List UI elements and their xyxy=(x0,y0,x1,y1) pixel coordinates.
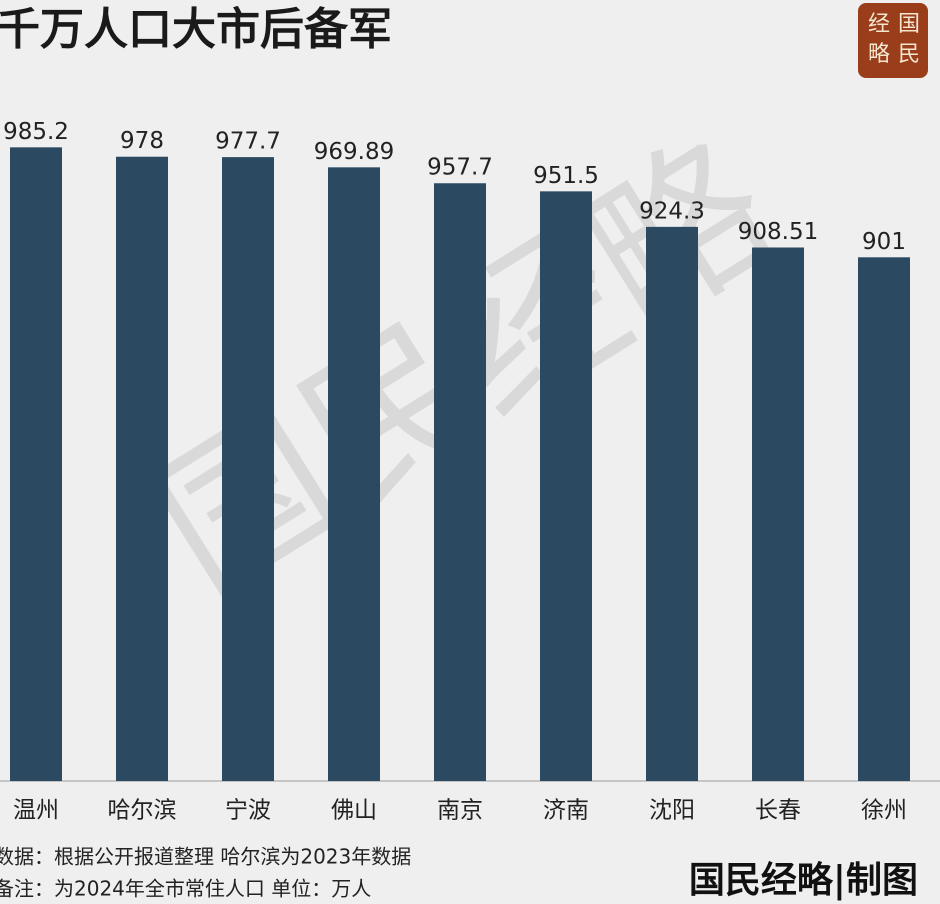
bar xyxy=(752,247,804,781)
x-tick-label: 济南 xyxy=(543,798,589,824)
bar xyxy=(328,167,380,781)
bar xyxy=(434,183,486,782)
x-tick-label: 长春 xyxy=(755,798,801,824)
bar xyxy=(646,226,698,781)
x-tick-label: 南京 xyxy=(437,798,483,824)
value-label: 978 xyxy=(120,128,164,154)
value-label: 957.7 xyxy=(427,155,493,181)
note: 数据：根据公开报道整理 哈尔滨为2023年数据 xyxy=(0,845,411,869)
x-tick-label: 哈尔滨 xyxy=(108,798,177,824)
value-label: 951.5 xyxy=(533,163,599,189)
chart-title: 千万人口大市后备军 xyxy=(0,4,392,55)
x-tick-label: 宁波 xyxy=(225,798,271,824)
value-label: 908.51 xyxy=(738,219,818,245)
value-label: 924.3 xyxy=(639,198,705,224)
credit: 国民经略|制图 xyxy=(689,859,918,901)
value-label: 985.2 xyxy=(3,119,69,145)
note: 备注：为2024年全市常住人口 单位：万人 xyxy=(0,877,371,901)
logo-box xyxy=(858,3,928,78)
logo-char: 民 xyxy=(898,42,920,67)
x-tick-label: 温州 xyxy=(13,798,59,824)
x-tick-label: 徐州 xyxy=(861,798,907,824)
bar xyxy=(10,147,62,781)
bar xyxy=(540,191,592,781)
value-label: 977.7 xyxy=(215,129,281,155)
x-tick-label: 佛山 xyxy=(331,798,377,824)
bar xyxy=(116,156,168,781)
value-label: 901 xyxy=(862,229,906,255)
logo-char: 国 xyxy=(898,12,920,37)
x-tick-label: 沈阳 xyxy=(649,798,695,824)
bar xyxy=(858,257,910,781)
value-label: 969.89 xyxy=(314,139,394,165)
bar xyxy=(222,157,274,782)
logo-char: 略 xyxy=(868,42,890,67)
logo-char: 经 xyxy=(868,12,890,37)
